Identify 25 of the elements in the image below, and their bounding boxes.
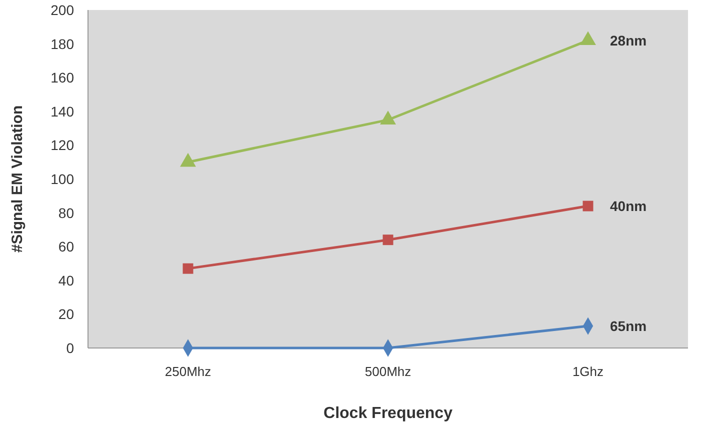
y-tick-label: 120 xyxy=(50,137,74,154)
y-tick-label: 200 xyxy=(50,2,74,18)
point xyxy=(382,234,394,246)
series-label: 40nm xyxy=(610,198,647,214)
y-tick-label: 160 xyxy=(50,70,74,86)
x-axis-title: Clock Frequency xyxy=(324,405,453,422)
x-tick-label: 1Ghz xyxy=(572,364,604,379)
y-tick-label: 60 xyxy=(58,238,74,255)
point xyxy=(580,31,596,46)
x-tick-label: 250Mhz xyxy=(164,364,212,379)
y-tick-label: 180 xyxy=(50,36,74,52)
y-tick-label: 80 xyxy=(58,204,74,221)
x-tick-label: 500Mhz xyxy=(364,364,412,379)
y-tick-label: 0 xyxy=(66,340,74,356)
y-tick-label: 100 xyxy=(50,171,74,187)
series-label: 65nm xyxy=(610,318,647,334)
y-tick-label: 20 xyxy=(58,306,74,322)
y-tick-label: 140 xyxy=(50,103,74,120)
y-axis-title: #Signal EM Violation xyxy=(9,105,26,253)
y-tick-label: 40 xyxy=(58,272,74,288)
point xyxy=(380,110,396,124)
point xyxy=(180,152,196,167)
point xyxy=(182,263,194,274)
point xyxy=(582,200,594,212)
series-label: 28nm xyxy=(610,32,647,48)
